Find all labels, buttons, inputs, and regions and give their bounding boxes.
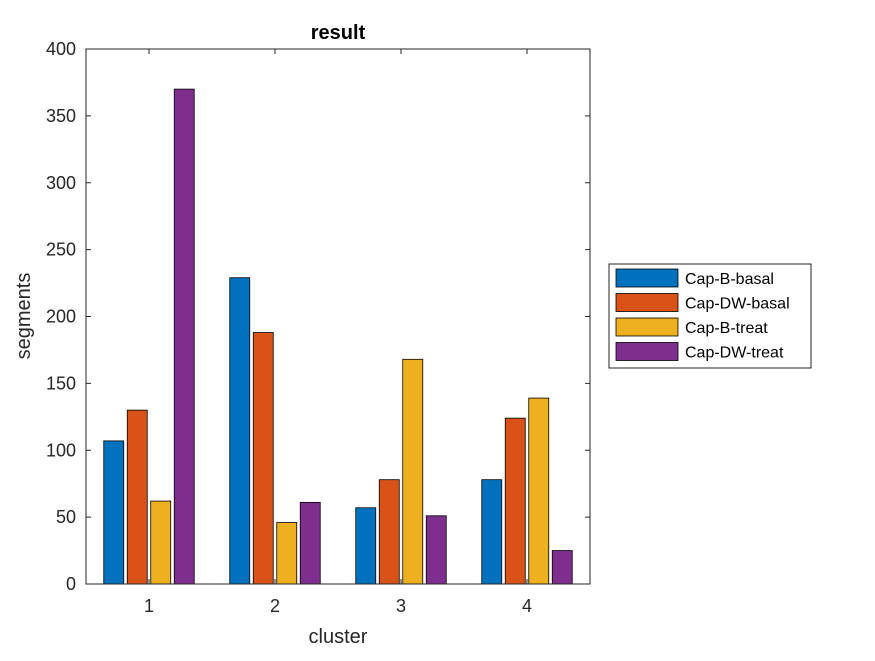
x-axis-label: cluster — [309, 626, 368, 648]
bar-Cap-B-basal-cluster-1 — [103, 440, 125, 585]
bar-Cap-DW-treat-cluster-4 — [551, 550, 573, 585]
legend-swatch-Cap-B-treat — [615, 317, 679, 337]
legend-label-Cap-B-basal: Cap-B-basal — [685, 271, 774, 288]
y-tick-label: 200 — [46, 307, 76, 327]
bar-Cap-DW-treat-cluster-3 — [425, 515, 447, 585]
legend-label-Cap-DW-treat: Cap-DW-treat — [685, 345, 784, 362]
legend-swatch-Cap-DW-basal — [615, 293, 679, 312]
y-axis-label: segments — [13, 273, 35, 360]
x-tick-label: 2 — [270, 596, 280, 616]
plot-area: 0 50 100 150 200 250 300 350 400 1 2 3 4 — [46, 39, 591, 616]
y-tick-label: 150 — [46, 373, 76, 393]
bar-Cap-DW-basal-cluster-3 — [378, 479, 400, 585]
bar-Cap-DW-treat-cluster-2 — [299, 502, 321, 585]
bar-Cap-B-treat-cluster-1 — [150, 500, 172, 585]
x-tick-label: 1 — [144, 596, 154, 616]
legend-label-Cap-B-treat: Cap-B-treat — [685, 320, 768, 337]
bar-Cap-DW-treat-cluster-1 — [173, 88, 195, 585]
y-tick-label: 300 — [46, 173, 76, 193]
legend-swatch-Cap-DW-treat — [615, 342, 679, 361]
bar-Cap-DW-basal-cluster-2 — [252, 332, 274, 585]
y-tick-label: 350 — [46, 106, 76, 126]
bar-Cap-B-basal-cluster-4 — [481, 479, 503, 585]
legend-label-Cap-DW-basal: Cap-DW-basal — [685, 296, 790, 313]
bar-Cap-B-basal-cluster-2 — [229, 277, 251, 585]
x-tick-label: 4 — [522, 596, 532, 616]
legend-swatch-Cap-B-basal — [615, 268, 679, 288]
y-tick-label: 100 — [46, 440, 76, 460]
bar-Cap-B-treat-cluster-4 — [528, 397, 550, 585]
bar-Cap-B-basal-cluster-3 — [355, 507, 377, 585]
chart-title: result — [311, 22, 366, 44]
bar-Cap-DW-basal-cluster-4 — [504, 417, 526, 585]
legend: Cap-B-basal Cap-DW-basal Cap-B-treat Cap-DW… — [608, 263, 812, 369]
y-tick-label: 250 — [46, 240, 76, 260]
y-tick-label: 50 — [56, 507, 76, 527]
y-tick-label: 0 — [66, 574, 76, 594]
y-tick-label: 400 — [46, 39, 76, 59]
bar-Cap-B-treat-cluster-3 — [402, 358, 424, 585]
bar-Cap-DW-basal-cluster-1 — [126, 409, 148, 585]
x-tick-label: 3 — [396, 596, 406, 616]
bar-Cap-B-treat-cluster-2 — [276, 522, 298, 585]
